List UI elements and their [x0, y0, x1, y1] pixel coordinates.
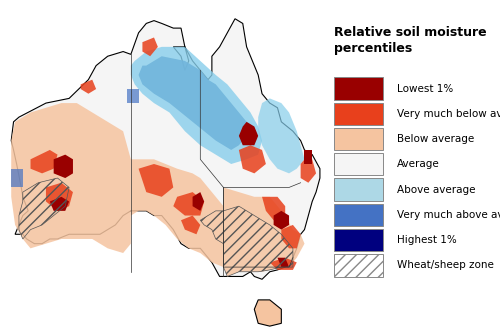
Polygon shape	[304, 150, 312, 164]
Polygon shape	[138, 56, 246, 150]
Polygon shape	[270, 258, 297, 270]
Text: Above average: Above average	[397, 185, 475, 195]
Polygon shape	[142, 37, 158, 56]
Polygon shape	[138, 164, 173, 197]
FancyBboxPatch shape	[334, 103, 383, 125]
FancyBboxPatch shape	[334, 229, 383, 251]
Polygon shape	[282, 225, 300, 248]
Polygon shape	[192, 192, 204, 211]
Polygon shape	[46, 183, 73, 211]
Text: Wheat/sheep zone: Wheat/sheep zone	[397, 260, 494, 270]
Text: Lowest 1%: Lowest 1%	[397, 84, 453, 93]
Polygon shape	[274, 211, 289, 230]
Text: Very much above average: Very much above average	[397, 210, 500, 220]
Text: Below average: Below average	[397, 134, 474, 144]
Polygon shape	[300, 159, 316, 183]
Polygon shape	[30, 150, 58, 174]
Polygon shape	[127, 89, 138, 103]
Polygon shape	[239, 122, 258, 145]
Polygon shape	[278, 258, 289, 267]
Polygon shape	[258, 98, 304, 174]
FancyBboxPatch shape	[334, 153, 383, 175]
Polygon shape	[131, 159, 224, 267]
Polygon shape	[50, 197, 69, 211]
Polygon shape	[239, 145, 266, 174]
Polygon shape	[174, 192, 204, 215]
Polygon shape	[11, 19, 320, 279]
Text: Highest 1%: Highest 1%	[397, 235, 456, 245]
FancyBboxPatch shape	[334, 254, 383, 277]
Polygon shape	[11, 169, 23, 187]
Polygon shape	[11, 103, 131, 253]
Polygon shape	[181, 215, 201, 234]
FancyBboxPatch shape	[334, 204, 383, 226]
Text: Relative soil moisture
percentiles: Relative soil moisture percentiles	[334, 26, 486, 55]
FancyBboxPatch shape	[334, 77, 383, 100]
Polygon shape	[80, 80, 96, 94]
FancyBboxPatch shape	[334, 178, 383, 201]
Polygon shape	[131, 47, 262, 164]
Polygon shape	[54, 154, 73, 178]
FancyBboxPatch shape	[334, 128, 383, 150]
Polygon shape	[254, 300, 281, 326]
Text: Very much below average: Very much below average	[397, 109, 500, 119]
Text: Average: Average	[397, 159, 440, 169]
Polygon shape	[262, 197, 285, 220]
Polygon shape	[224, 187, 304, 277]
